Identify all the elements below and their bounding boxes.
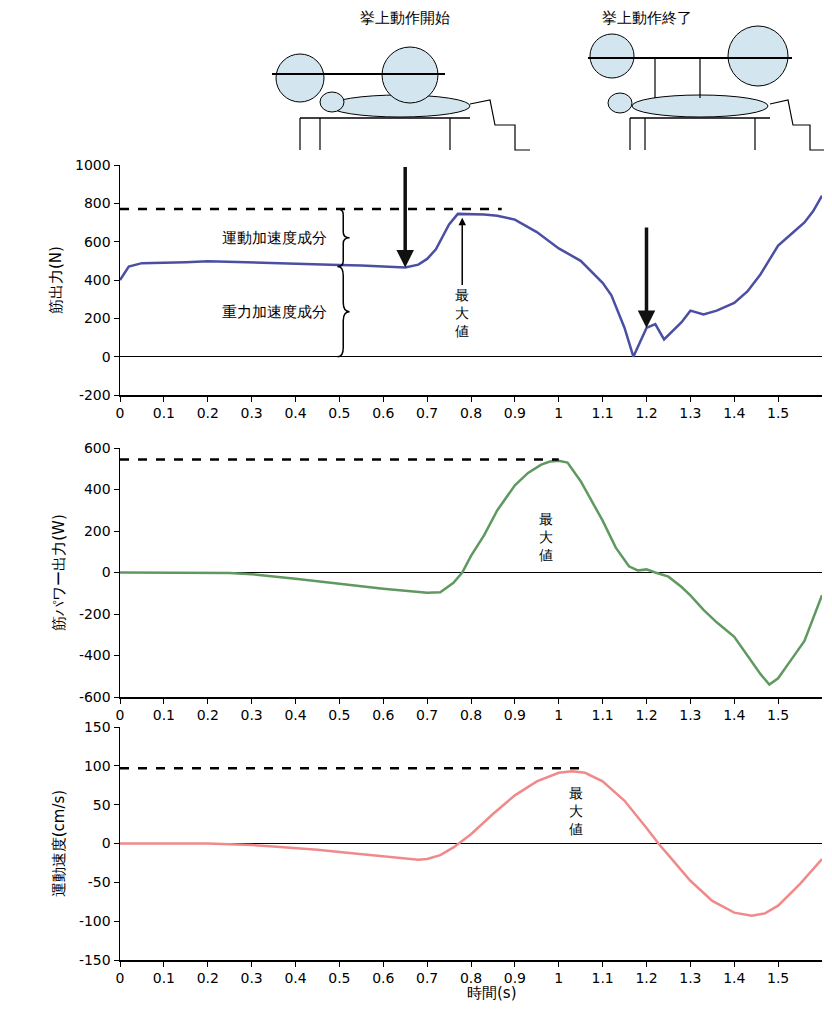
svg-text:0.9: 0.9 xyxy=(504,707,526,723)
svg-text:0.6: 0.6 xyxy=(372,405,394,421)
svg-text:-600: -600 xyxy=(79,689,111,705)
svg-text:0.6: 0.6 xyxy=(372,970,394,986)
svg-text:150: 150 xyxy=(84,719,111,735)
svg-text:-200: -200 xyxy=(79,606,111,622)
svg-text:0.1: 0.1 xyxy=(153,405,175,421)
svg-text:0.8: 0.8 xyxy=(460,707,482,723)
svg-text:1.1: 1.1 xyxy=(591,405,613,421)
svg-text:0.4: 0.4 xyxy=(284,405,306,421)
svg-text:-200: -200 xyxy=(79,387,111,403)
svg-text:-100: -100 xyxy=(79,913,111,929)
svg-text:0.5: 0.5 xyxy=(328,707,350,723)
svg-text:0.5: 0.5 xyxy=(328,405,350,421)
svg-text:800: 800 xyxy=(84,195,111,211)
svg-text:1: 1 xyxy=(554,707,563,723)
svg-text:1.3: 1.3 xyxy=(679,405,701,421)
svg-text:1000: 1000 xyxy=(75,157,111,173)
svg-text:運動加速度成分: 運動加速度成分 xyxy=(222,229,327,247)
svg-text:0.7: 0.7 xyxy=(416,970,438,986)
svg-text:1.5: 1.5 xyxy=(767,970,789,986)
svg-text:1.4: 1.4 xyxy=(723,707,745,723)
svg-text:0.3: 0.3 xyxy=(240,970,262,986)
svg-text:0.1: 0.1 xyxy=(153,970,175,986)
svg-text:1.3: 1.3 xyxy=(679,970,701,986)
svg-text:時間(s): 時間(s) xyxy=(467,984,517,1002)
svg-text:1.2: 1.2 xyxy=(635,970,657,986)
svg-text:1.1: 1.1 xyxy=(591,707,613,723)
svg-text:400: 400 xyxy=(84,481,111,497)
svg-text:0.8: 0.8 xyxy=(460,970,482,986)
svg-text:-400: -400 xyxy=(79,647,111,663)
svg-text:最大値: 最大値 xyxy=(455,287,469,339)
svg-text:最大値: 最大値 xyxy=(539,511,553,563)
svg-text:0.2: 0.2 xyxy=(197,970,219,986)
svg-text:0: 0 xyxy=(102,349,111,365)
svg-text:0.6: 0.6 xyxy=(372,707,394,723)
svg-text:0: 0 xyxy=(116,405,125,421)
svg-text:200: 200 xyxy=(84,523,111,539)
svg-text:挙上動作開始: 挙上動作開始 xyxy=(360,9,450,27)
svg-text:600: 600 xyxy=(84,234,111,250)
svg-text:600: 600 xyxy=(84,440,111,456)
svg-text:0.4: 0.4 xyxy=(284,970,306,986)
svg-text:-50: -50 xyxy=(88,874,111,890)
svg-text:200: 200 xyxy=(84,310,111,326)
svg-text:1.1: 1.1 xyxy=(591,970,613,986)
svg-text:0.2: 0.2 xyxy=(197,707,219,723)
svg-text:0.2: 0.2 xyxy=(197,405,219,421)
svg-text:0.1: 0.1 xyxy=(153,707,175,723)
svg-text:運動速度(cm/s): 運動速度(cm/s) xyxy=(50,790,68,897)
svg-text:0.3: 0.3 xyxy=(240,405,262,421)
svg-text:50: 50 xyxy=(93,797,111,813)
svg-text:0.3: 0.3 xyxy=(240,707,262,723)
svg-text:1.5: 1.5 xyxy=(767,405,789,421)
svg-text:1.5: 1.5 xyxy=(767,707,789,723)
svg-text:0.7: 0.7 xyxy=(416,405,438,421)
svg-text:1: 1 xyxy=(554,970,563,986)
svg-text:1.4: 1.4 xyxy=(723,405,745,421)
svg-text:0.5: 0.5 xyxy=(328,970,350,986)
svg-text:挙上動作終了: 挙上動作終了 xyxy=(602,9,692,27)
svg-text:1: 1 xyxy=(554,405,563,421)
svg-text:0.9: 0.9 xyxy=(504,970,526,986)
svg-text:0.8: 0.8 xyxy=(460,405,482,421)
svg-text:1.2: 1.2 xyxy=(635,707,657,723)
svg-text:筋パワー出力(W): 筋パワー出力(W) xyxy=(50,514,68,631)
svg-text:重力加速度成分: 重力加速度成分 xyxy=(222,303,327,321)
svg-text:最大値: 最大値 xyxy=(569,785,583,837)
svg-text:筋出力(N): 筋出力(N) xyxy=(47,246,65,314)
svg-text:0: 0 xyxy=(116,970,125,986)
svg-text:1.3: 1.3 xyxy=(679,707,701,723)
svg-text:400: 400 xyxy=(84,272,111,288)
svg-text:0: 0 xyxy=(102,564,111,580)
svg-text:-150: -150 xyxy=(79,952,111,968)
svg-text:0.4: 0.4 xyxy=(284,707,306,723)
svg-text:0.7: 0.7 xyxy=(416,707,438,723)
svg-text:0.9: 0.9 xyxy=(504,405,526,421)
svg-text:1.2: 1.2 xyxy=(635,405,657,421)
svg-text:0: 0 xyxy=(102,835,111,851)
svg-text:0: 0 xyxy=(116,707,125,723)
svg-text:1.4: 1.4 xyxy=(723,970,745,986)
svg-text:100: 100 xyxy=(84,758,111,774)
